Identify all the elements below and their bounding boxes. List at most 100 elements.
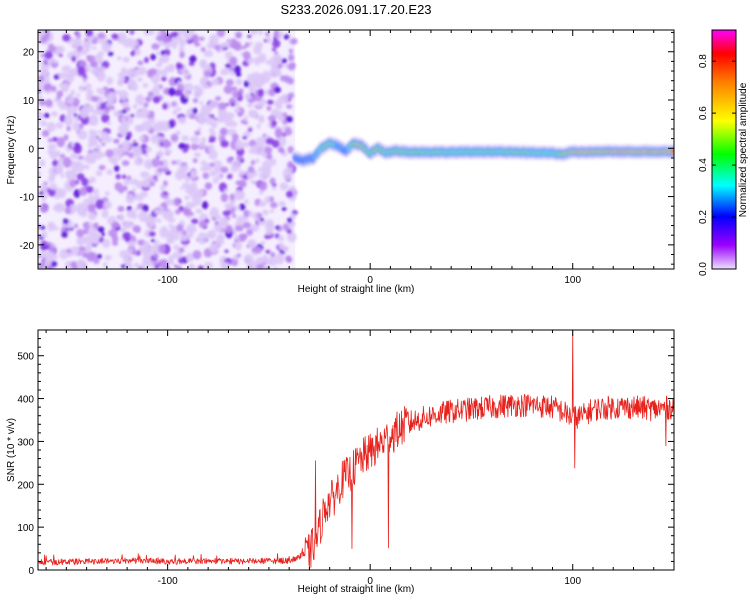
noise-blob [70, 107, 78, 113]
noise-blob [168, 229, 178, 239]
noise-blob [101, 113, 110, 123]
noise-blob [55, 204, 63, 213]
noise-blob [51, 260, 58, 268]
noise-blob [160, 184, 166, 191]
noise-blob [277, 235, 285, 242]
noise-blob [283, 34, 290, 40]
noise-blob [237, 112, 243, 118]
noise-blob [38, 30, 46, 36]
noise-blob [74, 39, 82, 46]
noise-blob [92, 46, 97, 50]
noise-blob [185, 178, 191, 183]
noise-blob [153, 177, 159, 183]
noise-blob [192, 98, 199, 104]
noise-blob [121, 160, 130, 167]
noise-blob [162, 35, 171, 44]
noise-blob [233, 65, 241, 75]
noise-blob [280, 58, 288, 64]
noise-blob [209, 170, 218, 177]
noise-blob [106, 169, 114, 175]
noise-blob [190, 170, 198, 179]
noise-blob [132, 145, 143, 158]
noise-blob [143, 178, 151, 187]
noise-blob [135, 109, 143, 119]
noise-blob [212, 78, 220, 86]
spectrogram-ytick-label: -20 [20, 241, 35, 252]
noise-blob [226, 156, 232, 164]
noise-blob [48, 43, 55, 52]
noise-blob [190, 218, 199, 224]
noise-blob [181, 135, 190, 142]
noise-blob [228, 66, 234, 72]
noise-blob [236, 155, 243, 162]
noise-blob [58, 53, 63, 57]
noise-blob [85, 83, 92, 90]
noise-blob [266, 105, 272, 112]
noise-blob [40, 230, 48, 238]
noise-region [38, 30, 298, 269]
noise-blob [79, 187, 88, 196]
noise-blob [189, 202, 196, 208]
noise-blob [168, 260, 174, 265]
noise-blob [235, 139, 244, 151]
noise-blob [144, 96, 152, 102]
noise-blob [127, 68, 135, 75]
noise-blob [39, 65, 49, 77]
noise-blob [269, 66, 279, 78]
noise-blob [179, 234, 189, 242]
noise-blob [261, 160, 272, 173]
noise-blob [189, 136, 200, 144]
noise-blob [66, 249, 72, 253]
noise-blob [76, 173, 85, 181]
spectrogram-xlabel: Height of straight line (km) [298, 284, 415, 295]
noise-blob [243, 80, 250, 88]
snr-xtick-label: -100 [158, 576, 178, 587]
noise-blob [77, 205, 87, 217]
noise-blob [105, 149, 114, 158]
noise-blob [238, 182, 245, 187]
noise-blob [104, 255, 112, 261]
noise-blob [189, 55, 197, 63]
noise-blob [233, 107, 241, 113]
noise-blob [131, 187, 136, 193]
noise-blob [268, 88, 276, 97]
noise-blob [162, 138, 170, 149]
noise-blob [286, 104, 293, 109]
noise-blob [95, 199, 105, 210]
noise-blob [83, 40, 92, 50]
noise-blob [85, 186, 94, 194]
noise-blob [134, 156, 144, 166]
noise-blob [136, 77, 143, 82]
noise-blob [272, 39, 281, 48]
noise-blob [148, 181, 156, 187]
noise-blob [128, 152, 135, 159]
noise-blob [290, 38, 298, 45]
noise-blob [49, 253, 58, 261]
noise-blob [145, 219, 155, 228]
noise-blob [89, 62, 98, 68]
noise-blob [278, 31, 284, 37]
noise-blob [243, 120, 248, 125]
noise-blob [172, 109, 178, 116]
noise-blob [185, 252, 195, 262]
noise-blob [287, 217, 293, 224]
noise-blob [202, 172, 210, 180]
noise-blob [273, 86, 281, 94]
noise-blob [206, 182, 213, 190]
noise-blob [170, 133, 179, 142]
noise-blob [153, 253, 159, 260]
noise-blob [49, 183, 58, 191]
noise-blob [47, 143, 57, 151]
noise-blob [77, 155, 84, 160]
noise-blob [93, 257, 100, 265]
snr-series [38, 330, 674, 568]
noise-blob [281, 206, 287, 211]
noise-blob [195, 208, 203, 214]
noise-blob [52, 136, 58, 142]
noise-blob [155, 62, 162, 68]
noise-blob [163, 180, 168, 187]
noise-blob [155, 51, 161, 56]
noise-blob [243, 131, 251, 138]
noise-blob [63, 134, 69, 141]
